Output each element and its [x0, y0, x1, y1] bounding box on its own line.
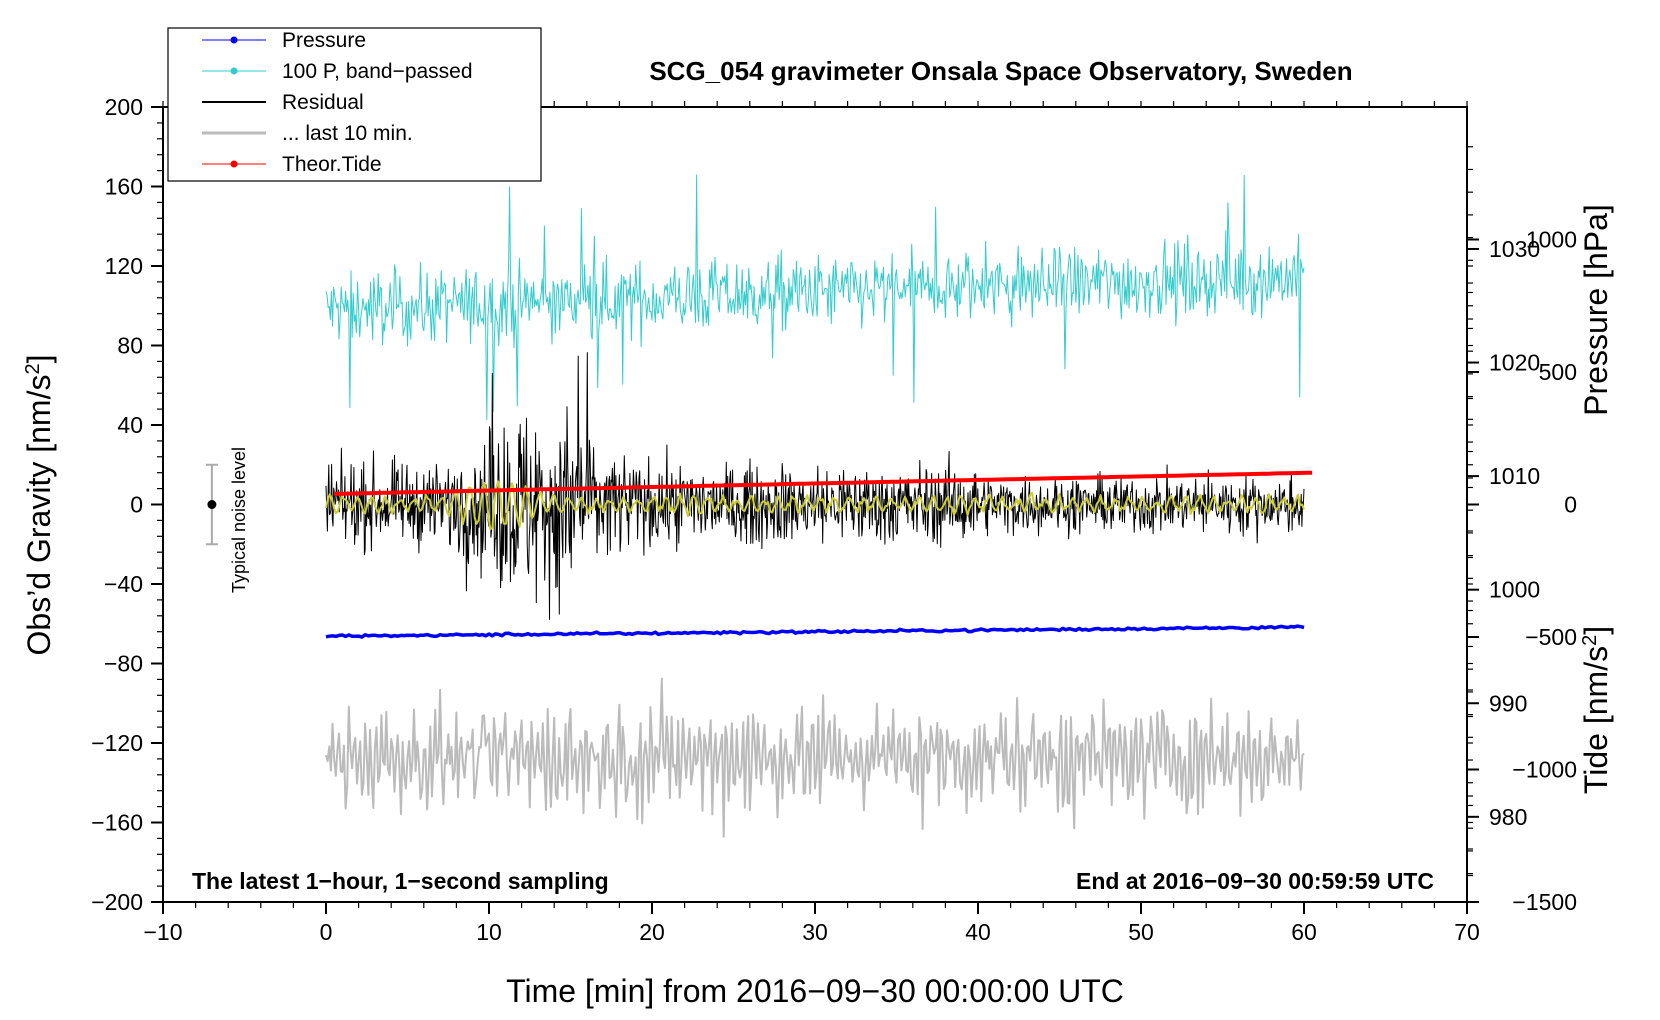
- series-smoothed-line: [325, 480, 1305, 531]
- legend-entry-residual: Residual: [202, 91, 364, 114]
- y-tick-label: 160: [105, 174, 143, 200]
- y-tick-label: −200: [91, 889, 143, 915]
- noise-level-indicator: [205, 463, 218, 546]
- x-tick-label: 50: [1128, 919, 1154, 945]
- tide-tick-label: −500: [1525, 624, 1577, 650]
- series-tide-line: [334, 470, 1313, 496]
- y-axis-title-pressure: Pressure [hPa]: [1578, 204, 1614, 416]
- tide-tick-label: 500: [1539, 359, 1577, 385]
- series-bandpassed-line: [325, 174, 1305, 421]
- annotation-end-time: End at 2016−09−30 00:59:59 UTC: [1076, 868, 1434, 894]
- legend-entry-pressure: Pressure: [202, 29, 366, 52]
- pressure-tick-label: 1000: [1489, 577, 1540, 603]
- y-tick-label: 120: [105, 253, 143, 279]
- y-tick-label: 80: [117, 333, 143, 359]
- legend: Pressure 100 P, band−passed Residual ...…: [167, 27, 542, 182]
- y-tick-label: 200: [105, 94, 143, 120]
- pressure-tick-label: 1010: [1489, 463, 1540, 489]
- y-tick-label: −80: [104, 651, 143, 677]
- y-tick-label: −120: [91, 730, 143, 756]
- legend-box: [167, 27, 542, 182]
- y-axis-title-tide: Tide [nm/s2]: [1578, 626, 1614, 794]
- pressure-tick-label: 990: [1489, 690, 1527, 716]
- legend-label-pressure: Pressure: [282, 29, 366, 52]
- legend-entry-tide: Theor.Tide: [202, 153, 382, 176]
- series-last10-line: [325, 677, 1305, 838]
- legend-label-bandpassed: 100 P, band−passed: [282, 60, 473, 83]
- pressure-tick-label: 1020: [1489, 350, 1540, 376]
- x-tick-label: 60: [1291, 919, 1317, 945]
- chart-title: SCG_054 gravimeter Onsala Space Observat…: [649, 56, 1352, 86]
- x-tick-label: −10: [143, 919, 182, 945]
- x-tick-label: 20: [639, 919, 665, 945]
- pressure-tick-label: 1030: [1489, 236, 1540, 262]
- legend-label-residual: Residual: [282, 91, 364, 114]
- pressure-tick-label: 980: [1489, 804, 1527, 830]
- legend-entry-last10: ... last 10 min.: [202, 122, 413, 145]
- x-tick-label: 0: [320, 919, 333, 945]
- tide-tick-label: 1000: [1526, 227, 1577, 253]
- legend-label-tide: Theor.Tide: [282, 153, 382, 176]
- legend-label-last10: ... last 10 min.: [282, 122, 413, 145]
- x-tick-label: 30: [802, 919, 828, 945]
- y-tick-label: −160: [91, 810, 143, 836]
- tide-tick-label: −1000: [1512, 757, 1577, 783]
- y-tick-label: 40: [117, 412, 143, 438]
- x-tick-label: 10: [476, 919, 502, 945]
- y-tick-label: 0: [130, 492, 143, 518]
- y-tick-label: −40: [104, 571, 143, 597]
- y-axis-title-gravity: Obs’d Gravity [nm/s2]: [21, 355, 57, 656]
- x-tick-label: 40: [965, 919, 991, 945]
- legend-entry-bandpassed: 100 P, band−passed: [202, 60, 473, 83]
- x-tick-label: 70: [1454, 919, 1480, 945]
- tide-tick-label: −1500: [1512, 889, 1577, 915]
- tide-tick-label: 0: [1564, 492, 1577, 518]
- series-layer: [325, 174, 1313, 838]
- annotation-sampling: The latest 1−hour, 1−second sampling: [192, 868, 609, 894]
- series-pressure-line: [325, 624, 1305, 639]
- ticks-layer: −10 0 10 20 30 40 50 60 7020016012080400−40−80−1…: [91, 94, 1577, 945]
- series-residual-line: [325, 352, 1305, 620]
- noise-bar-center: [207, 500, 217, 509]
- noise-level-label: Typical noise level: [229, 447, 249, 593]
- x-axis-title: Time [min] from 2016−09−30 00:00:00 UTC: [506, 973, 1124, 1009]
